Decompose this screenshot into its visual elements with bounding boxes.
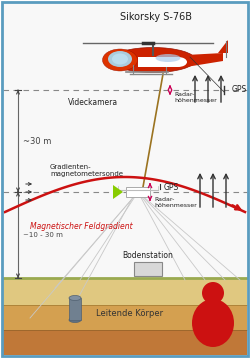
- Bar: [126, 187, 150, 197]
- Bar: [3, 305, 247, 330]
- Bar: [3, 278, 247, 305]
- Polygon shape: [186, 53, 223, 67]
- Text: Magnetischer Feldgradient: Magnetischer Feldgradient: [30, 222, 132, 231]
- Ellipse shape: [69, 295, 81, 300]
- Text: Videckamera: Videckamera: [68, 98, 118, 107]
- Polygon shape: [113, 185, 123, 199]
- Text: ~10 - 30 m: ~10 - 30 m: [23, 232, 63, 238]
- Text: Radar-
höhenmesser: Radar- höhenmesser: [174, 92, 217, 103]
- Text: ~30 m: ~30 m: [23, 136, 52, 145]
- Bar: [134, 262, 162, 276]
- Polygon shape: [218, 40, 228, 53]
- Text: Sikorsky S-76B: Sikorsky S-76B: [120, 12, 192, 22]
- Ellipse shape: [108, 51, 132, 67]
- Bar: [138, 57, 178, 67]
- Ellipse shape: [169, 57, 187, 67]
- Text: Leitende Körper: Leitende Körper: [96, 309, 164, 318]
- Text: Gradienten-
magnetometersonde: Gradienten- magnetometersonde: [50, 164, 123, 177]
- Ellipse shape: [202, 282, 224, 304]
- Text: Bodenstation: Bodenstation: [122, 251, 174, 260]
- Bar: [69, 298, 81, 320]
- Ellipse shape: [102, 49, 138, 71]
- Bar: [3, 330, 247, 355]
- Ellipse shape: [156, 54, 180, 62]
- Text: Radar-
höhenmesser: Radar- höhenmesser: [154, 197, 197, 208]
- Text: GPS: GPS: [164, 183, 179, 192]
- Ellipse shape: [110, 48, 196, 73]
- Ellipse shape: [192, 299, 234, 347]
- Text: GPS: GPS: [232, 86, 247, 95]
- Ellipse shape: [69, 318, 81, 323]
- Ellipse shape: [112, 53, 128, 64]
